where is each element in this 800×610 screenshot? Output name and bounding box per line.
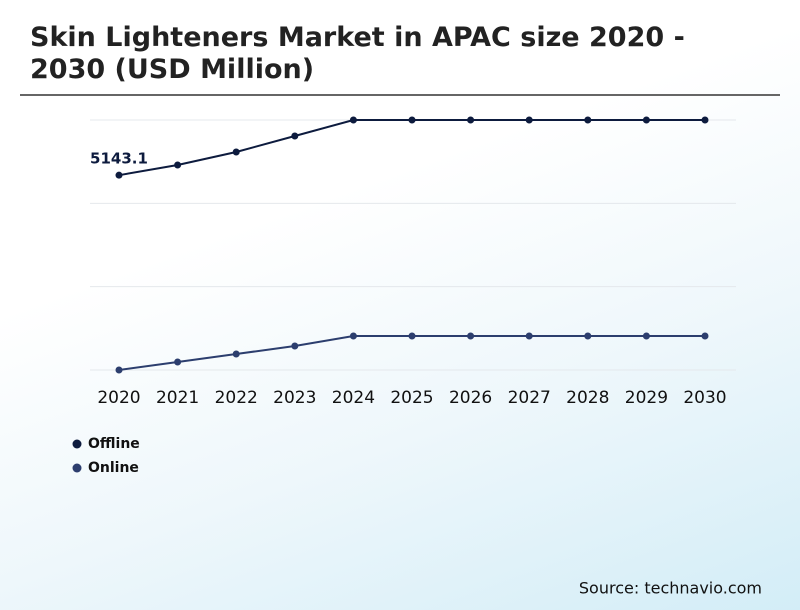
point xyxy=(174,161,182,169)
series-line xyxy=(118,119,705,177)
point xyxy=(232,350,240,358)
series-line xyxy=(118,334,705,371)
legend-label: Online xyxy=(88,460,139,476)
point xyxy=(349,332,357,340)
point xyxy=(642,116,650,124)
legend-marker xyxy=(72,439,82,449)
x-tick-label: 2023 xyxy=(273,388,316,408)
point xyxy=(408,332,416,340)
point xyxy=(408,116,416,124)
point xyxy=(467,116,475,124)
point xyxy=(701,332,709,340)
legend-label: Offline xyxy=(88,436,140,452)
point xyxy=(584,332,592,340)
legend-marker xyxy=(72,463,82,473)
title-rule xyxy=(20,94,780,96)
x-tick-label: 2022 xyxy=(215,388,258,408)
x-tick-label: 2027 xyxy=(508,388,551,408)
source: Source: technavio.com xyxy=(579,579,762,598)
point xyxy=(642,332,650,340)
point xyxy=(525,116,533,124)
x-tick-label: 2020 xyxy=(97,388,140,408)
x-tick-label: 2030 xyxy=(683,388,726,408)
point xyxy=(115,366,123,374)
point xyxy=(174,358,182,366)
x-tick-label: 2021 xyxy=(156,388,199,408)
point xyxy=(467,332,475,340)
x-tick-label: 2026 xyxy=(449,388,492,408)
data-label: 5143.1 xyxy=(90,150,148,168)
point xyxy=(349,116,357,124)
point xyxy=(525,332,533,340)
point xyxy=(232,148,240,156)
x-tick-label: 2024 xyxy=(332,388,375,408)
x-tick-label: 2029 xyxy=(625,388,668,408)
point xyxy=(701,116,709,124)
x-tick-label: 2025 xyxy=(390,388,433,408)
x-tick-label: 2028 xyxy=(566,388,609,408)
chart-title: Skin Lighteners Market in APAC size 2020… xyxy=(30,22,685,85)
point xyxy=(115,171,123,179)
point xyxy=(584,116,592,124)
point xyxy=(291,342,299,350)
point xyxy=(291,132,299,140)
